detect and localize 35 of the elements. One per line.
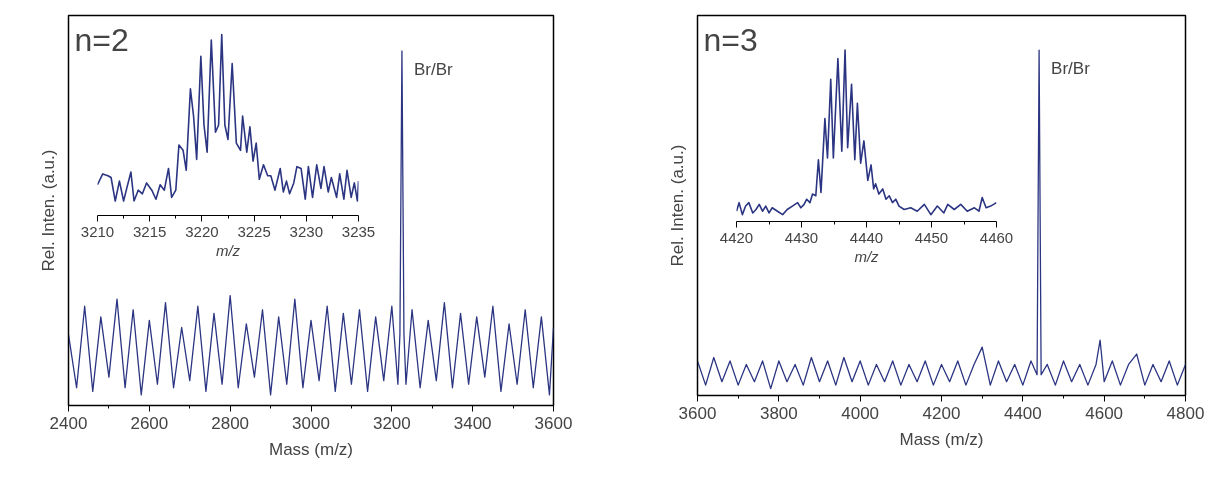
x-tick-label: 3000	[292, 413, 330, 433]
x-tick-label: 4430	[784, 228, 819, 246]
annotation: n=2	[74, 21, 129, 58]
x-tick-label: 3215	[133, 222, 167, 240]
x-axis-title: m/z	[215, 241, 241, 259]
x-tick-label: 3800	[759, 403, 798, 423]
x-tick-label: 3600	[534, 413, 573, 433]
x-tick-label: 4400	[1003, 403, 1042, 423]
x-tick-label: 3400	[453, 413, 492, 433]
x-tick-label: 4800	[1166, 403, 1205, 423]
x-axis-title: m/z	[854, 247, 880, 265]
x-axis-title: Mass (m/z)	[268, 439, 354, 459]
x-tick-label: 4460	[979, 228, 1014, 246]
x-tick-label: 3230	[289, 222, 323, 240]
annotation: n=3	[703, 21, 758, 58]
x-tick-label: 3220	[185, 222, 219, 240]
x-tick-label: 4000	[841, 403, 880, 423]
x-axis-title: Mass (m/z)	[899, 429, 984, 449]
x-tick-label: 2400	[49, 413, 88, 433]
x-tick-label: 3235	[341, 222, 376, 240]
y-axis-title: Rel. Inten. (a.u.)	[667, 144, 687, 267]
x-tick-label: 4200	[922, 403, 961, 423]
x-tick-label: 3210	[80, 222, 115, 240]
x-tick-label: 3600	[678, 403, 717, 423]
y-axis-title: Rel. Inten. (a.u.)	[38, 149, 58, 272]
x-tick-label: 4600	[1085, 403, 1124, 423]
x-tick-label: 2600	[130, 413, 169, 433]
x-tick-label: 2800	[211, 413, 250, 433]
x-tick-label: 4450	[914, 228, 949, 246]
x-tick-label: 3225	[237, 222, 271, 240]
x-tick-label: 3200	[372, 413, 411, 433]
annotation: Br/Br	[413, 59, 453, 79]
x-tick-label: 4440	[849, 228, 884, 246]
annotation: Br/Br	[1051, 59, 1091, 79]
x-tick-label: 4420	[719, 228, 754, 246]
